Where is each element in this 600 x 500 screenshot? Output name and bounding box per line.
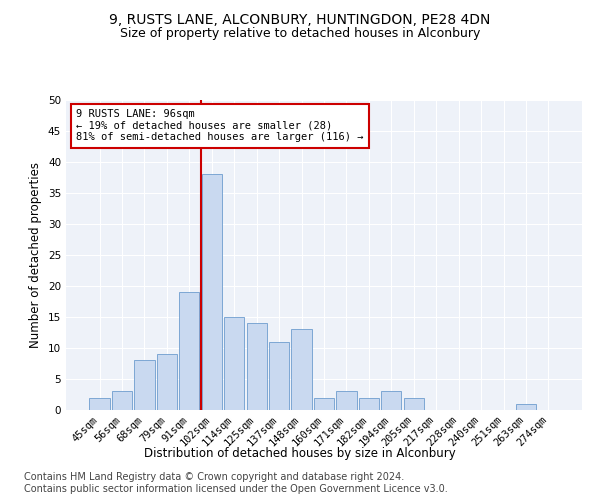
Text: Contains public sector information licensed under the Open Government Licence v3: Contains public sector information licen…: [24, 484, 448, 494]
Bar: [269, 342, 289, 410]
Bar: [337, 392, 356, 410]
Text: Contains HM Land Registry data © Crown copyright and database right 2024.: Contains HM Land Registry data © Crown c…: [24, 472, 404, 482]
Bar: [157, 354, 177, 410]
Text: Distribution of detached houses by size in Alconbury: Distribution of detached houses by size …: [144, 448, 456, 460]
Text: 9 RUSTS LANE: 96sqm
← 19% of detached houses are smaller (28)
81% of semi-detach: 9 RUSTS LANE: 96sqm ← 19% of detached ho…: [76, 110, 364, 142]
Bar: [381, 392, 401, 410]
Bar: [359, 398, 379, 410]
Bar: [404, 398, 424, 410]
Bar: [202, 174, 222, 410]
Text: Size of property relative to detached houses in Alconbury: Size of property relative to detached ho…: [120, 28, 480, 40]
Bar: [179, 292, 199, 410]
Bar: [516, 404, 536, 410]
Bar: [112, 392, 132, 410]
Bar: [314, 398, 334, 410]
Bar: [224, 317, 244, 410]
Text: 9, RUSTS LANE, ALCONBURY, HUNTINGDON, PE28 4DN: 9, RUSTS LANE, ALCONBURY, HUNTINGDON, PE…: [109, 12, 491, 26]
Bar: [89, 398, 110, 410]
Bar: [292, 330, 311, 410]
Y-axis label: Number of detached properties: Number of detached properties: [29, 162, 43, 348]
Bar: [134, 360, 155, 410]
Bar: [247, 323, 267, 410]
